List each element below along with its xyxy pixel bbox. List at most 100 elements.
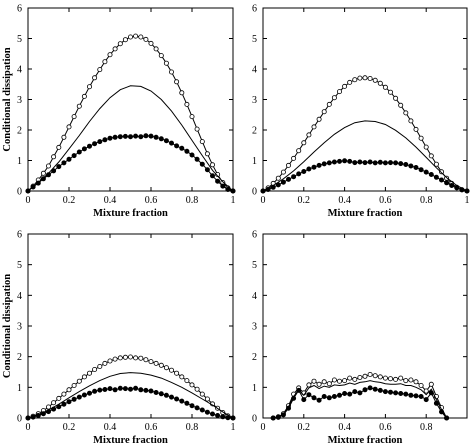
x-tick-label: 0.8 [420,195,433,206]
data-point [367,76,373,82]
data-point [112,387,118,393]
data-point [184,101,190,107]
data-point [260,188,266,194]
data-point [138,134,144,140]
data-point [66,399,72,405]
y-tick-label: 0 [17,414,22,425]
y-tick-label: 3 [17,95,22,106]
data-point [148,40,154,46]
data-point [393,390,399,396]
data-point [265,186,271,192]
data-point [372,160,378,166]
data-point [336,89,342,95]
y-tick-label: 4 [252,291,257,302]
data-point [321,393,327,399]
data-point [347,391,353,397]
series-1 [270,371,450,421]
y-tick-label: 1 [17,156,22,167]
data-point [357,390,363,396]
series-line [273,380,448,419]
data-point [449,182,455,188]
data-point [275,182,281,188]
series-3 [25,133,236,194]
data-point [433,400,439,406]
y-tick-label: 3 [17,322,22,333]
data-point [143,133,149,139]
data-point [87,370,93,376]
series-3 [260,158,470,194]
data-point [382,375,388,381]
data-point [117,385,123,391]
data-point [163,138,169,144]
data-point [296,171,302,177]
x-axis-label: Mixture fraction [328,435,403,446]
y-tick-label: 5 [17,34,22,45]
data-point [428,153,434,159]
data-point [174,143,180,149]
x-axis-label: Mixture fraction [93,208,168,219]
data-point [280,179,286,185]
data-point [225,415,231,421]
y-tick-label: 2 [17,352,22,363]
data-point [377,387,383,393]
data-point [133,385,139,391]
y-tick-label: 3 [252,95,257,106]
data-point [342,390,348,396]
x-tick-label: 0.6 [145,195,158,206]
data-point [127,354,133,360]
data-point [209,411,215,417]
chart-panel-3: 0 0.2 0.4 0.6 0.8 1 0 1 2 3 4 5 6 Mixture fraction Con… [2,230,236,447]
data-point [97,387,103,393]
x-tick-label: 0 [26,195,31,206]
data-point [112,134,118,140]
data-point [127,134,133,140]
x-axis-label: Mixture fraction [93,435,168,446]
y-tick-label: 2 [252,352,257,363]
data-point [133,355,139,361]
data-point [275,175,281,181]
data-point [403,161,409,167]
x-tick-label: 0.2 [63,195,76,206]
data-point [184,148,190,154]
x-tick-label: 0.4 [338,422,351,433]
x-tick-label: 0.4 [338,195,351,206]
data-point [408,392,414,398]
x-tick-label: 0.6 [379,195,392,206]
data-point [92,141,98,147]
data-point [331,159,337,165]
data-point [138,387,144,393]
series-2 [27,85,234,192]
data-point [40,170,46,176]
data-point [393,160,399,166]
data-point [138,34,144,40]
data-point [398,161,404,167]
data-point [107,358,113,364]
data-point [122,354,128,360]
data-point [270,415,276,421]
data-point [143,387,149,393]
data-point [362,160,368,166]
data-point [102,59,108,65]
data-point [326,160,332,166]
data-point [87,143,93,149]
data-point [199,139,205,145]
data-point [301,140,307,146]
data-point [168,69,174,75]
series-line [27,85,234,192]
y-tick-label: 6 [252,230,257,241]
data-point [326,395,332,401]
x-tick-label: 1 [231,422,236,433]
data-point [81,392,87,398]
data-point [316,381,322,387]
data-point [71,382,77,388]
data-point [153,46,159,52]
data-point [179,374,185,380]
data-point [377,159,383,165]
data-point [352,376,358,382]
data-point [464,188,470,194]
series-line [262,77,468,192]
series-2 [27,372,234,419]
data-point [331,393,337,399]
y-axis-label: Conditional dissipation [2,47,13,151]
data-point [153,134,159,140]
